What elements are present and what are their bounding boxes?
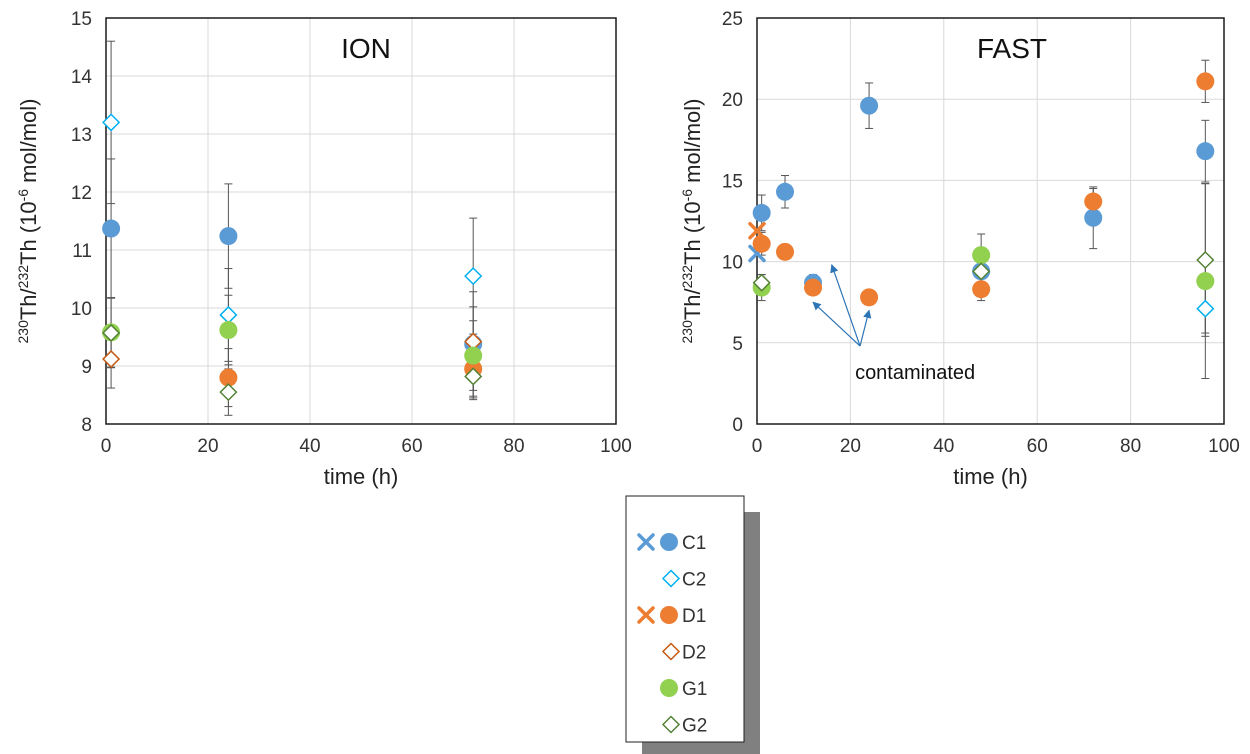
x-tick-label: 40 [299, 436, 320, 457]
x-tick-label: 20 [840, 436, 861, 457]
y-tick-label: 14 [71, 67, 93, 88]
x-tick-label: 20 [197, 436, 218, 457]
y-tick-label: 8 [81, 415, 92, 436]
point-g1 [219, 321, 238, 340]
legend-label: G2 [682, 716, 707, 737]
legend: C1 C2 D1 D2 G1 G2 [625, 495, 760, 754]
point-c1 [1196, 142, 1215, 161]
y-tick-label: 13 [71, 125, 92, 146]
legend-item-g1: G1 [660, 679, 707, 700]
x-tick-label: 80 [503, 436, 524, 457]
y-tick-label: 25 [722, 9, 743, 30]
point-d1 [219, 368, 238, 387]
legend-marker-diamond [661, 569, 681, 588]
point-g2 [1196, 250, 1215, 270]
annotation-arrow [830, 264, 861, 347]
annotation-arrow [812, 301, 861, 347]
x-axis-title: time (h) [324, 464, 399, 489]
legend-item-d2: D2 [661, 642, 706, 664]
point-d1 [860, 288, 879, 307]
legend-marker-circle [660, 533, 678, 551]
x-tick-label: 0 [101, 436, 112, 457]
legend-marker-diamond [661, 642, 681, 661]
y-tick-label: 15 [71, 9, 92, 30]
annotation-arrow [859, 309, 872, 347]
point-c1 [219, 227, 238, 246]
point-d1 [1196, 72, 1215, 91]
annotation-text: contaminated [855, 362, 975, 384]
annotation-contaminated: contaminated [812, 264, 975, 384]
point-c1 [1084, 208, 1103, 227]
point-d1 [776, 242, 795, 261]
point-c2 [102, 113, 121, 132]
y-tick-label: 10 [722, 253, 743, 274]
legend-marker-diamond [661, 715, 681, 734]
y-tick-label: 10 [71, 299, 92, 320]
y-tick-label: 5 [732, 334, 743, 355]
point-c2 [1196, 299, 1215, 318]
legend-marker-x [637, 533, 655, 551]
x-tick-label: 80 [1120, 436, 1141, 457]
legend-item-c1: C1 [637, 533, 706, 554]
point-g2 [752, 273, 771, 292]
x-tick-label: 60 [401, 436, 422, 457]
x-tick-label: 0 [752, 436, 763, 457]
point-g2 [219, 383, 238, 402]
point-d1 [972, 280, 991, 299]
plot-frame [105, 17, 617, 425]
point-g2 [464, 367, 483, 386]
point-g2 [972, 262, 991, 281]
point-g1 [972, 246, 991, 265]
x-tick-label: 40 [933, 436, 954, 457]
legend-marker-x [637, 606, 655, 624]
y-axis-title: 230Th/232Th (10-6 mol/mol) [679, 98, 705, 343]
y-tick-label: 15 [722, 171, 743, 192]
panel-title: FAST [977, 33, 1047, 64]
point-g1 [464, 346, 483, 365]
point-c2 [219, 305, 238, 325]
point-d1 [752, 234, 771, 253]
panel-title: ION [341, 33, 391, 64]
legend-label: C1 [682, 533, 706, 554]
point-c1 [860, 96, 879, 115]
y-tick-label: 0 [732, 415, 743, 436]
y-axis-title: 230Th/232Th (10-6 mol/mol) [15, 98, 41, 343]
x-axis-title: time (h) [953, 464, 1028, 489]
point-g1 [1196, 272, 1215, 291]
point-d2 [102, 349, 121, 369]
y-tick-label: 20 [722, 90, 743, 111]
legend-marker-circle [660, 606, 678, 624]
legend-label: C2 [682, 570, 706, 591]
legend-item-g2: G2 [661, 715, 707, 737]
legend-box [625, 495, 745, 743]
plot-frame [756, 17, 1225, 425]
point-g2 [102, 323, 121, 343]
point-d1 [1084, 192, 1103, 211]
x-tick-label: 60 [1027, 436, 1048, 457]
x-tick-label: 100 [1208, 436, 1240, 457]
chart-panel-ion: 0 20 40 60 80 100 8 9 10 11 12 13 14 15 time (h) 230Th/… [15, 9, 632, 489]
legend-item-c2: C2 [661, 569, 706, 591]
y-tick-label: 12 [71, 183, 92, 204]
y-tick-label: 9 [81, 357, 92, 378]
legend-label: G1 [682, 679, 707, 700]
x-tick-label: 100 [600, 436, 632, 457]
point-c1 [776, 182, 795, 201]
point-d1 [804, 278, 823, 297]
y-tick-label: 11 [72, 241, 92, 262]
legend-label: D1 [682, 606, 706, 627]
legend-item-d1: D1 [637, 606, 706, 627]
point-c2 [464, 267, 483, 286]
legend-label: D2 [682, 643, 706, 664]
chart-panel-fast: 0 20 40 60 80 100 0 5 10 15 20 25 time (h) 230Th/232T… [679, 9, 1240, 489]
point-c1 [752, 203, 771, 222]
point-c1 [102, 219, 121, 238]
legend-marker-circle [660, 679, 678, 697]
